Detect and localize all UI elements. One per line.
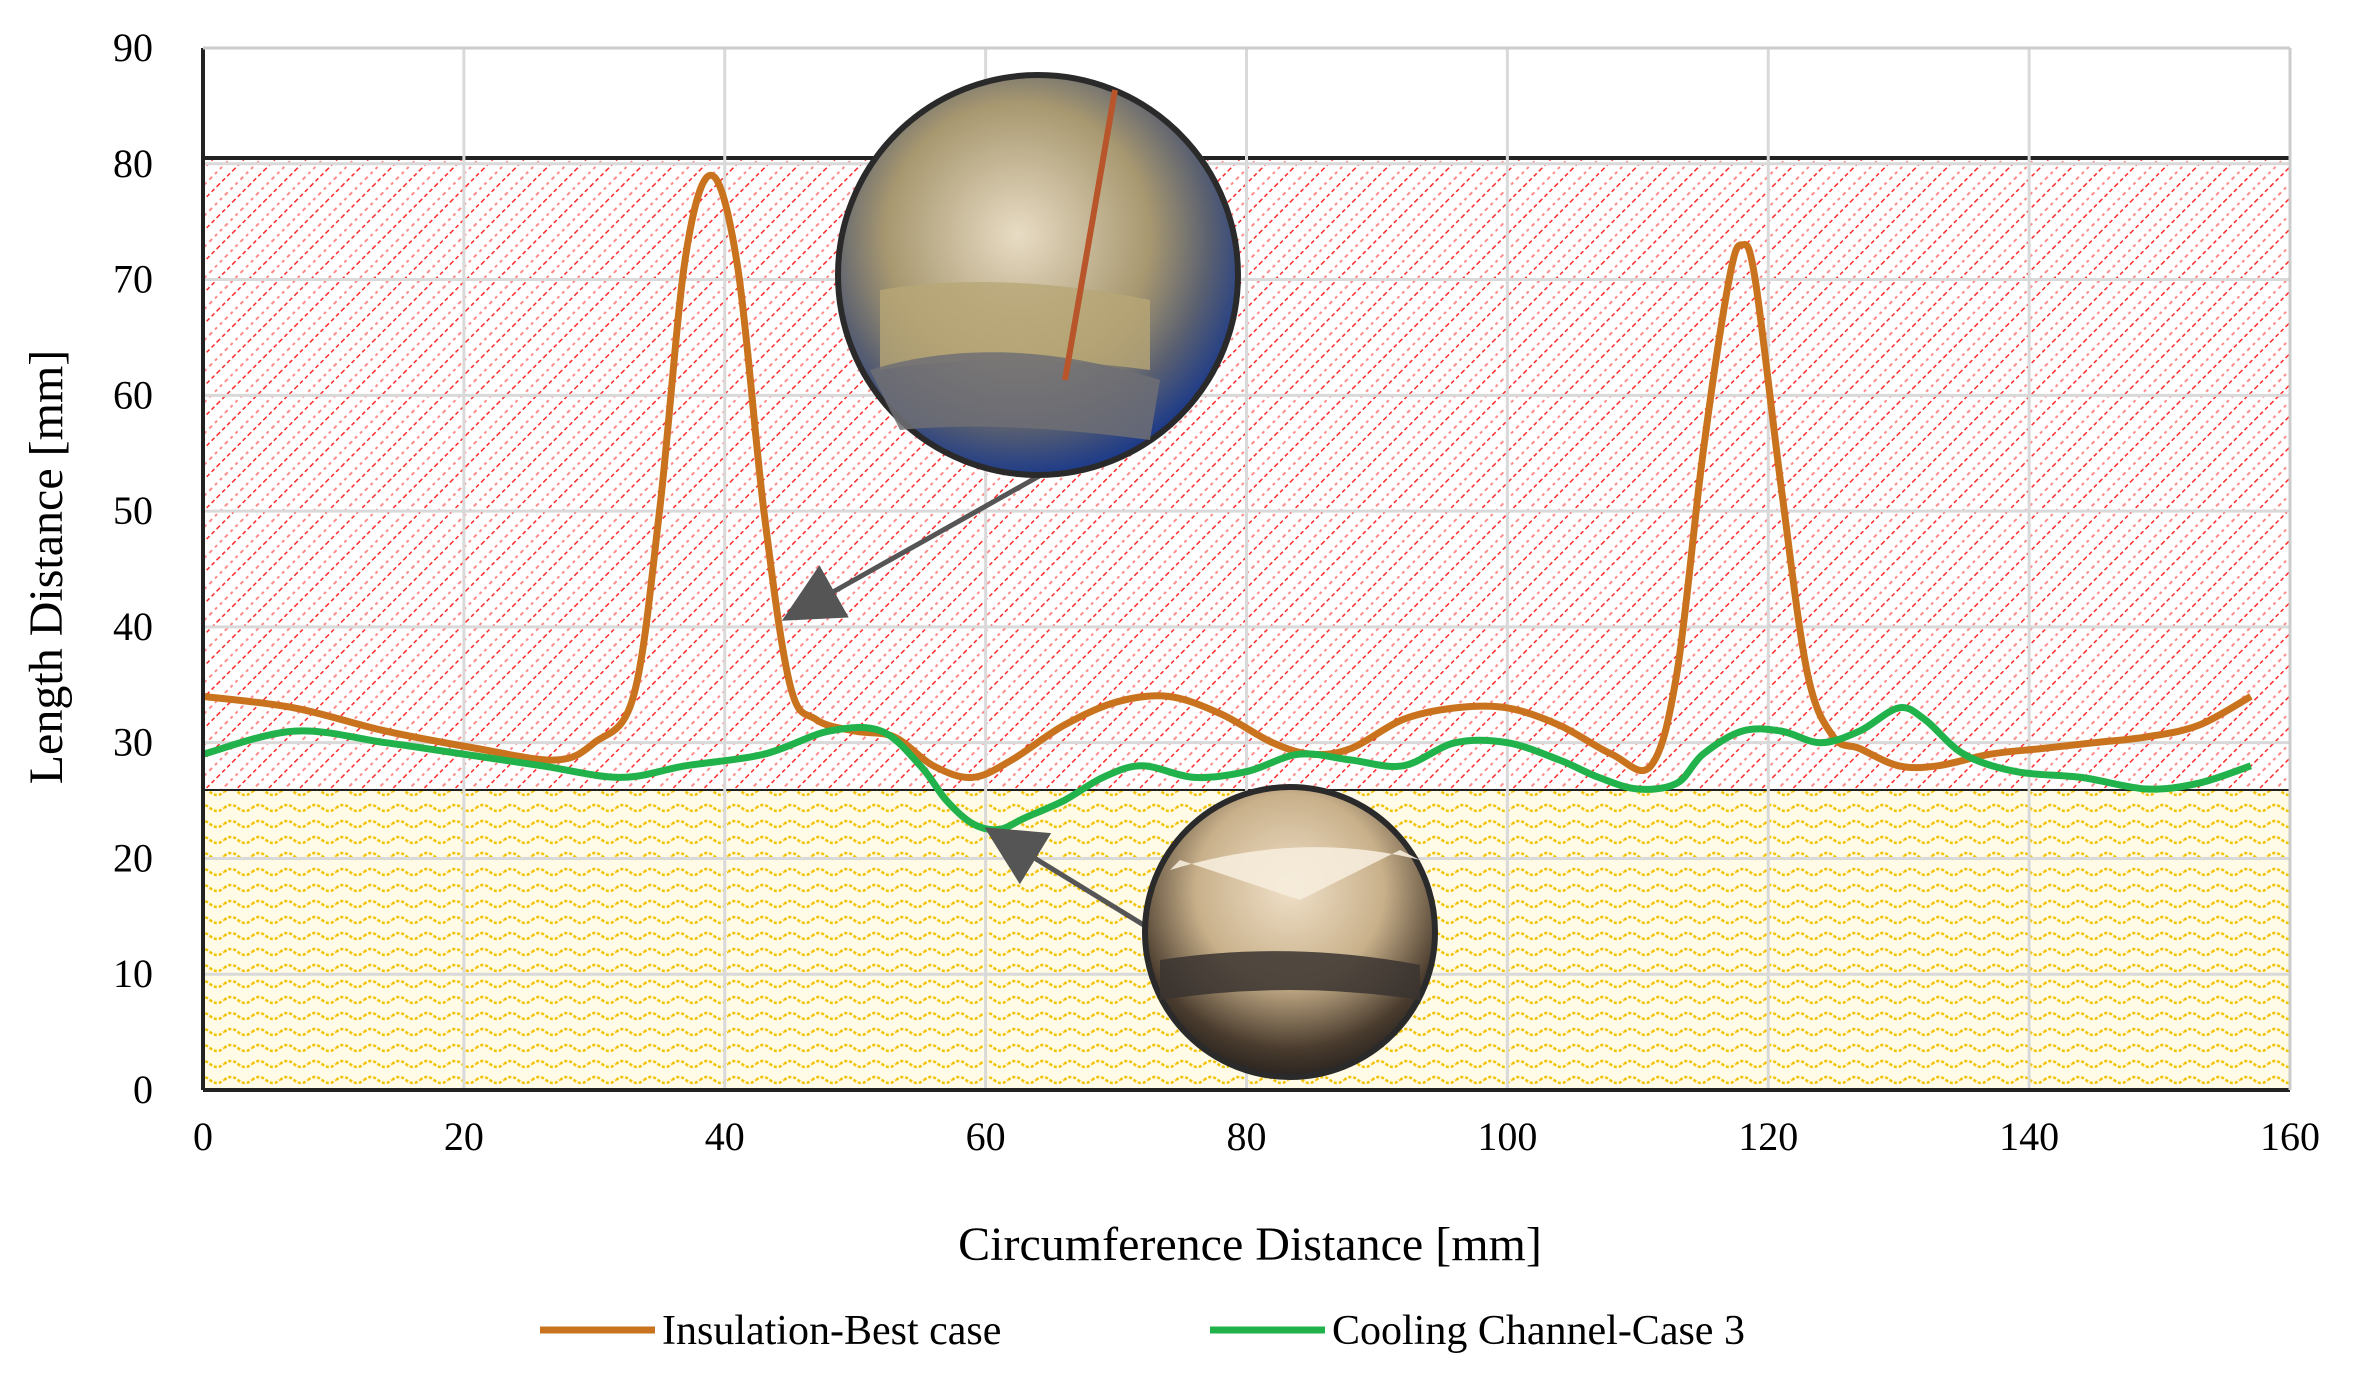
series-line-1 — [202, 704, 2253, 834]
series-layer — [202, 171, 2253, 834]
y-tick-label: 40 — [113, 604, 153, 649]
x-tick-label: 0 — [193, 1114, 213, 1159]
y-tick-label: 0 — [133, 1067, 153, 1112]
x-tick-label: 60 — [966, 1114, 1006, 1159]
x-tick-label: 40 — [705, 1114, 745, 1159]
y-tick-label: 70 — [113, 257, 153, 302]
x-tick-label: 20 — [444, 1114, 484, 1159]
x-axis-title: Circumference Distance [mm] — [958, 1218, 1542, 1271]
legend-label-1: Cooling Channel-Case 3 — [1332, 1308, 1745, 1354]
x-tick-label: 140 — [1999, 1114, 2059, 1159]
axes — [201, 46, 2292, 1092]
x-tick-label: 80 — [1227, 1114, 1267, 1159]
y-tick-label: 30 — [113, 720, 153, 765]
x-tick-label: 160 — [2260, 1114, 2320, 1159]
y-tick-label: 50 — [113, 488, 153, 533]
y-tick-label: 90 — [113, 25, 153, 70]
y-tick-label: 60 — [113, 372, 153, 417]
y-tick-label: 80 — [113, 141, 153, 186]
inset-photo-cooling — [984, 784, 1438, 1080]
x-tick-label: 100 — [1477, 1114, 1537, 1159]
tick-labels: 0 20 40 60 80 100 120 140 160 0 10 20 30 40 50 60 70 80 90 — [113, 25, 2320, 1159]
legend: Insulation-Best case Cooling Channel-Case… — [540, 1308, 1745, 1354]
y-tick-label: 20 — [113, 835, 153, 880]
y-tick-label: 10 — [113, 951, 153, 996]
legend-label-0: Insulation-Best case — [662, 1308, 1001, 1354]
inset-photo-insulation — [781, 72, 1241, 621]
x-tick-label: 120 — [1738, 1114, 1798, 1159]
series-line-0 — [202, 171, 2253, 781]
y-axis-title: Length Distance [mm] — [20, 350, 73, 785]
